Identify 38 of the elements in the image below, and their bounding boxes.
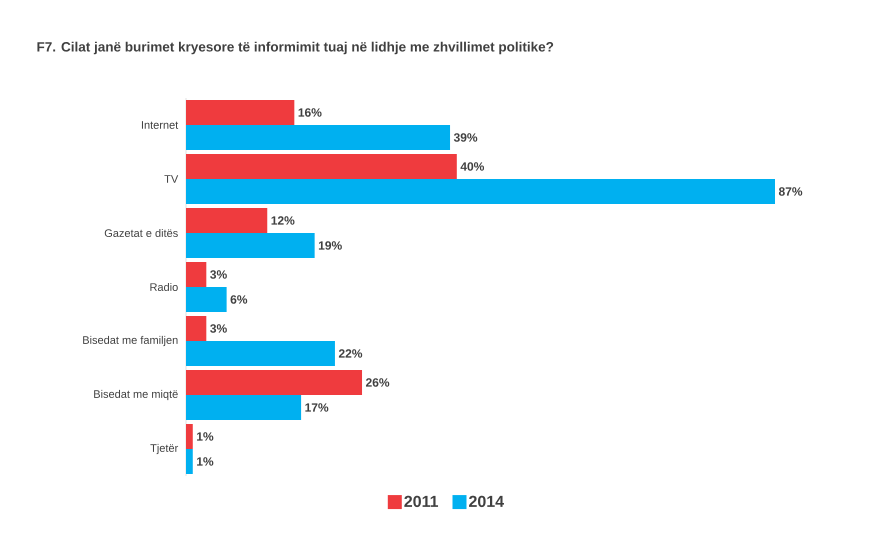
y-tick-label: Bisedat me familjen xyxy=(83,336,178,346)
bar xyxy=(186,262,206,287)
bar xyxy=(186,154,457,179)
bar xyxy=(186,370,362,395)
y-tick-label: Gazetat e ditës xyxy=(104,228,178,238)
bar xyxy=(186,286,227,312)
y-tick-label: TV xyxy=(164,175,178,183)
data-label: 40% xyxy=(460,162,484,171)
legend-label: 2014 xyxy=(469,496,504,508)
data-label: 3% xyxy=(210,270,227,279)
data-label: 6% xyxy=(230,295,248,304)
data-label: 1% xyxy=(197,457,214,466)
data-label: 22% xyxy=(338,349,362,358)
data-label: 17% xyxy=(305,403,328,412)
bar xyxy=(186,424,193,449)
bar xyxy=(186,394,302,420)
chart-title: F7. Cilat janë burimet kryesore të informimit tuaj në lidhje me zhvillimet politike? xyxy=(37,42,554,54)
bar xyxy=(186,208,268,233)
bar xyxy=(186,340,335,366)
y-tick-label: Bisedat me miqtë xyxy=(94,390,178,400)
data-label: 1% xyxy=(197,432,214,441)
bar xyxy=(186,178,776,204)
bar xyxy=(186,232,315,258)
data-label: 87% xyxy=(778,187,802,196)
data-label: 39% xyxy=(454,133,478,142)
data-label: 12% xyxy=(272,216,294,225)
data-label: 16% xyxy=(298,108,322,117)
data-label: 19% xyxy=(318,241,342,250)
y-tick-label: Radio xyxy=(150,282,178,292)
bar xyxy=(186,124,450,150)
data-label: 3% xyxy=(210,324,227,333)
legend-label: 2011 xyxy=(404,496,438,508)
bar xyxy=(186,448,193,474)
bar xyxy=(186,316,206,341)
y-tick-label: Internet xyxy=(142,121,178,129)
y-tick-label: Tjetër xyxy=(150,444,178,454)
data-label: 26% xyxy=(366,378,390,387)
bar xyxy=(186,100,294,125)
